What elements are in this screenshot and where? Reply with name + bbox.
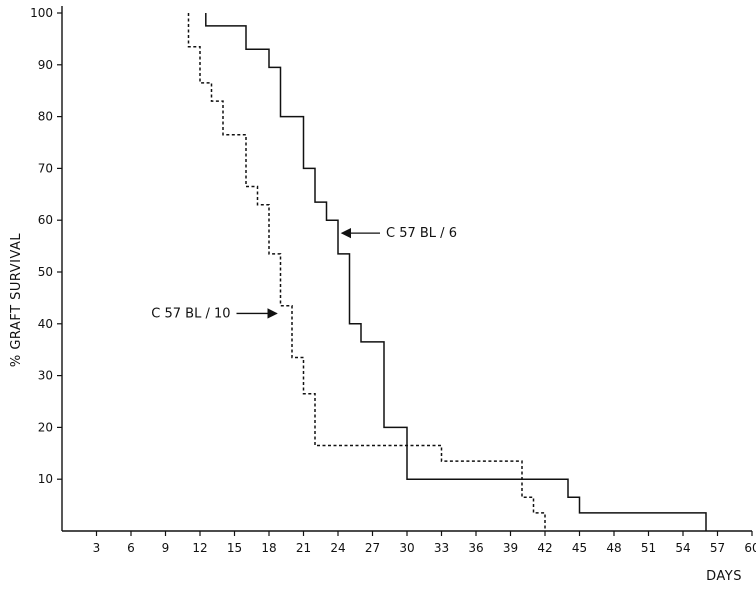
y-axis-title: % GRAFT SURVIVAL: [9, 233, 24, 368]
x-tick-label: 42: [537, 541, 552, 555]
x-tick-label: 60: [744, 541, 756, 555]
x-tick-label: 45: [572, 541, 587, 555]
x-tick-label: 18: [261, 541, 276, 555]
annotation-label-c57bl6: C 57 BL / 6: [386, 226, 457, 241]
x-tick-label: 51: [641, 541, 656, 555]
x-tick-label: 15: [227, 541, 242, 555]
x-tick-label: 54: [675, 541, 690, 555]
x-tick-label: 27: [365, 541, 380, 555]
y-tick-label: 100: [30, 6, 53, 20]
y-tick-label: 30: [38, 369, 53, 383]
x-axis-title: DAYS: [706, 569, 742, 584]
x-tick-label: 36: [468, 541, 483, 555]
y-tick-label: 80: [38, 110, 53, 124]
x-tick-label: 6: [127, 541, 135, 555]
y-tick-label: 60: [38, 213, 53, 227]
x-tick-label: 12: [192, 541, 207, 555]
y-tick-label: 70: [38, 161, 53, 175]
x-tick-label: 24: [330, 541, 345, 555]
y-tick-label: 10: [38, 472, 53, 486]
x-tick-label: 39: [503, 541, 518, 555]
x-tick-label: 9: [162, 541, 170, 555]
y-tick-label: 90: [38, 58, 53, 72]
y-tick-label: 40: [38, 317, 53, 331]
series-line-c57bl6: [205, 13, 707, 531]
series-line-c57bl10: [187, 13, 546, 531]
x-tick-label: 57: [710, 541, 725, 555]
x-tick-label: 30: [399, 541, 414, 555]
x-tick-label: 33: [434, 541, 449, 555]
x-tick-label: 21: [296, 541, 311, 555]
y-tick-label: 20: [38, 420, 53, 434]
y-tick-label: 50: [38, 265, 53, 279]
x-tick-label: 48: [606, 541, 621, 555]
annotation-label-c57bl10: C 57 BL / 10: [151, 306, 230, 321]
x-tick-label: 3: [93, 541, 101, 555]
